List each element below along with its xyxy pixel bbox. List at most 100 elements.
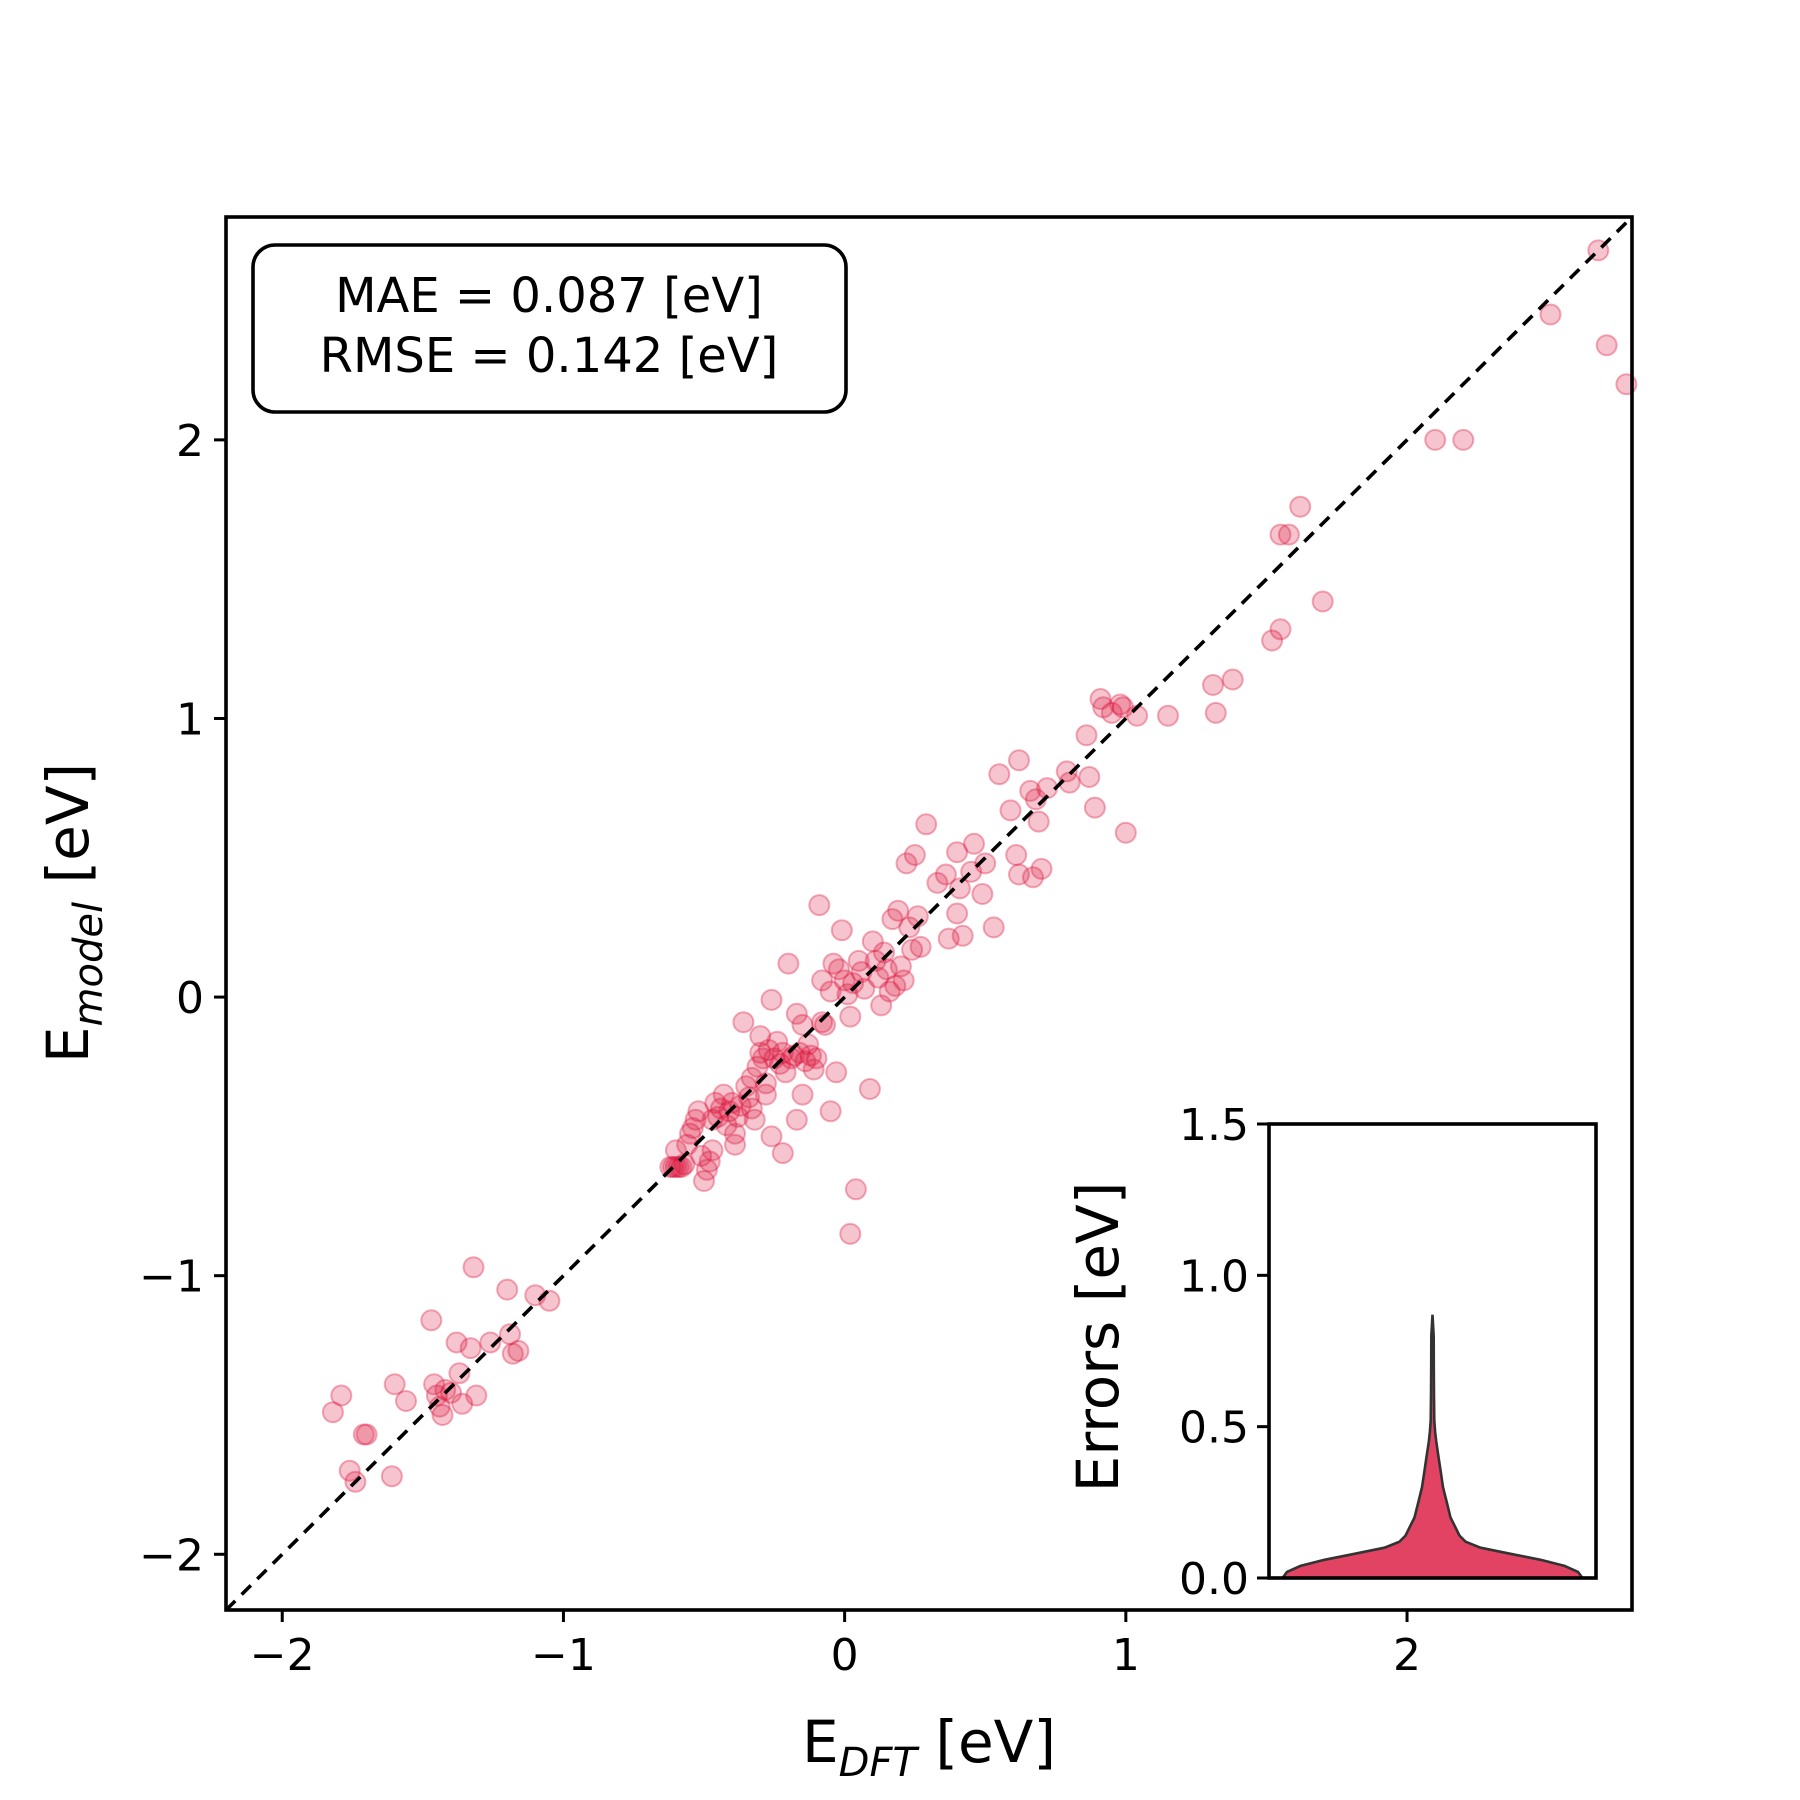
scatter-point	[338, 1459, 361, 1482]
scatter-point	[1289, 495, 1312, 518]
scatter-point	[799, 1044, 822, 1067]
y-tick-label: 2	[176, 416, 204, 467]
scatter-point	[1202, 674, 1224, 696]
scatter-point	[1083, 796, 1106, 819]
scatter-point	[873, 941, 895, 964]
scatter-point	[864, 949, 887, 972]
scatter-point	[448, 1362, 471, 1385]
scatter-point	[774, 1061, 797, 1084]
y-tick-label: −1	[139, 1252, 204, 1303]
scatter-point	[887, 899, 910, 922]
scatter-point	[380, 1465, 403, 1488]
scatter-point	[1100, 701, 1123, 724]
scatter-point	[901, 938, 924, 961]
scatter-point	[811, 1011, 834, 1034]
scatter-point	[1008, 863, 1030, 886]
scatter-point	[1452, 428, 1475, 451]
inset-y-axis-label: Errors [eV]	[1064, 1182, 1132, 1493]
scatter-point	[971, 883, 994, 905]
scatter-point	[538, 1289, 561, 1312]
scatter-point	[355, 1423, 378, 1446]
scatter-point	[1022, 866, 1044, 889]
scatter-point	[844, 1178, 867, 1201]
scatter-point	[1112, 696, 1134, 719]
scatter-point	[769, 1052, 791, 1075]
scatter-point	[501, 1342, 524, 1365]
scatter-point	[1027, 810, 1050, 833]
scatter-point	[819, 980, 842, 1003]
scatter-point	[667, 1156, 690, 1178]
x-axis-label: EDFT [eV]	[802, 1708, 1056, 1786]
scatter-point	[445, 1331, 468, 1354]
scatter-point	[889, 955, 912, 978]
scatter-point	[858, 1078, 881, 1100]
scatter-point	[664, 1139, 687, 1162]
scatter-point	[946, 902, 969, 925]
scatter-point	[704, 1091, 727, 1114]
scatter-point	[695, 1158, 718, 1181]
stats-box: MAE = 0.087 [eV] RMSE = 0.142 [eV]	[251, 243, 848, 414]
scatter-point	[690, 1144, 713, 1167]
scatter-point	[757, 1039, 780, 1061]
scatter-point	[1109, 693, 1132, 716]
y-tick-label: −2	[139, 1530, 204, 1581]
scatter-point	[828, 958, 850, 981]
scatter-point	[842, 972, 865, 995]
scatter-point	[1078, 766, 1101, 788]
scatter-point	[659, 1156, 682, 1178]
scatter-point	[875, 958, 898, 981]
scatter-point	[1539, 303, 1562, 326]
scatter-point	[802, 1058, 825, 1081]
inset-frame	[1267, 1122, 1598, 1580]
scatter-point	[721, 1091, 744, 1114]
scatter-point	[746, 1055, 769, 1078]
inset-y-tick-label: 1.0	[1179, 1251, 1249, 1302]
scatter-point	[434, 1378, 457, 1401]
main-axis-ticks: −2 −1 0 1 2 −2 −1 0 1 2	[139, 416, 1421, 1681]
scatter-point	[825, 1061, 848, 1084]
scatter-point	[811, 969, 834, 992]
scatter-point	[1269, 618, 1292, 641]
scatter-point	[1221, 668, 1244, 691]
x-tick-label: −2	[250, 1630, 315, 1681]
scatter-point	[1595, 334, 1618, 357]
main-plot-frame	[224, 215, 1634, 1612]
scatter-point	[794, 1050, 817, 1073]
scatter-point	[766, 1030, 789, 1053]
scatter-point	[507, 1339, 530, 1362]
scatter-point	[1005, 844, 1028, 866]
scatter-point	[915, 813, 938, 836]
scatter-point	[701, 1139, 724, 1162]
scatter-point	[1261, 629, 1284, 652]
scatter-point	[679, 1122, 701, 1145]
error-violin-inset: 0.0 0.5 1.0 1.5 Errors [eV]	[1064, 1100, 1598, 1605]
scatter-point	[681, 1117, 704, 1139]
scatter-point	[1424, 428, 1447, 451]
main-plot-area: −2 −1 0 1 2 −2 −1 0 1 2	[139, 215, 1638, 1681]
mae-text: MAE = 0.087 [eV]	[335, 268, 763, 324]
scatter-point	[1204, 701, 1227, 724]
scatter-point	[948, 877, 971, 900]
scatter-point	[819, 1100, 842, 1123]
scatter-point	[352, 1423, 375, 1446]
scatter-point	[726, 1105, 749, 1128]
stats-box-frame	[251, 243, 848, 414]
scatter-point	[724, 1122, 746, 1145]
inset-y-tick-label: 1.5	[1179, 1100, 1249, 1151]
scatter-point	[934, 863, 957, 886]
scatter-point	[684, 1108, 707, 1131]
scatter-point	[330, 1384, 353, 1407]
scatter-point	[847, 949, 870, 972]
scatter-point	[988, 763, 1011, 786]
scatter-point	[1075, 724, 1098, 747]
inset-axis-ticks: 0.0 0.5 1.0 1.5	[1179, 1100, 1269, 1605]
scatter-point	[878, 980, 901, 1003]
scatter-point	[822, 952, 845, 975]
scatter-point	[1114, 821, 1137, 844]
x-tick-label: 2	[1393, 1630, 1421, 1681]
scatter-point	[937, 927, 960, 950]
scatter-point	[884, 974, 907, 997]
scatter-point	[760, 1125, 783, 1148]
scatter-point	[830, 919, 853, 942]
